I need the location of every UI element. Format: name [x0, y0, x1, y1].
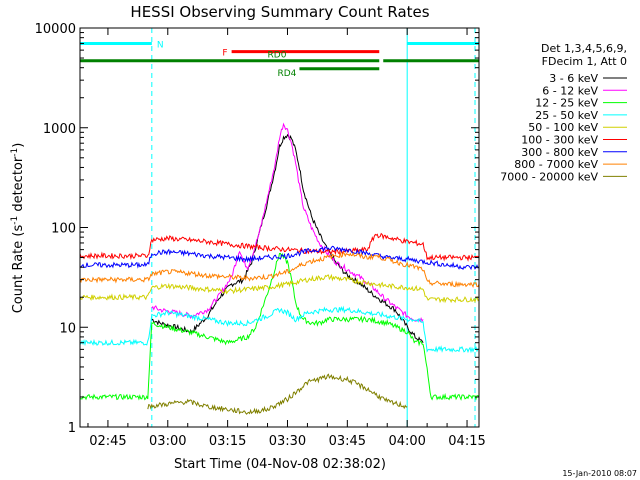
legend: Det 1,3,4,5,6,9,FDecim 1, Att 0 3 - 6 keV…	[500, 42, 627, 183]
y-tick-label: 10	[59, 321, 76, 336]
x-tick-label: 03:30	[269, 434, 306, 449]
x-tick-label: 03:15	[209, 434, 246, 449]
x-tick-label: 03:45	[329, 434, 366, 449]
x-tick-label: 02:45	[89, 434, 126, 449]
legend-label: 3 - 6 keV	[549, 72, 598, 85]
chart-title: HESSI Observing Summary Count Rates	[130, 3, 429, 21]
timestamp: 15-Jan-2010 08:07	[562, 469, 637, 478]
series-line-2	[79, 252, 480, 401]
state-bar-label-f: F	[222, 49, 227, 59]
legend-label: 100 - 300 keV	[521, 134, 598, 147]
y-tick-label: 1000	[43, 122, 76, 137]
legend-label: 12 - 25 keV	[535, 97, 598, 110]
y-axis-label: Count Rate (s-1 detector-1)	[10, 143, 26, 314]
y-tick-label: 1	[68, 421, 76, 436]
state-bar-label-rd4: RD4	[277, 69, 296, 79]
series-line-0	[151, 133, 424, 343]
plot-frame	[79, 27, 480, 428]
series-line-6	[79, 245, 480, 271]
series-line-4	[79, 273, 480, 304]
state-bar-label-rd0: RD0	[268, 51, 287, 61]
legend-label: 25 - 50 keV	[535, 109, 598, 122]
legend-label: 50 - 100 keV	[528, 121, 598, 134]
y-tick-label: 10000	[35, 22, 76, 37]
series-line-7	[79, 251, 480, 288]
x-axis-label: Start Time (04-Nov-08 02:38:02)	[174, 457, 386, 472]
legend-label: 800 - 7000 keV	[514, 158, 598, 171]
series-line-8	[147, 373, 408, 415]
legend-header: Det 1,3,4,5,6,9,	[541, 42, 627, 55]
legend-label: 7000 - 20000 keV	[500, 170, 598, 183]
legend-label: 300 - 800 keV	[521, 146, 598, 159]
x-tick-label: 04:15	[448, 434, 485, 449]
legend-label: 6 - 12 keV	[542, 84, 598, 97]
series-line-5	[79, 232, 480, 262]
series-line-3	[79, 305, 480, 354]
x-tick-label: 03:00	[149, 434, 186, 449]
legend-header: FDecim 1, Att 0	[542, 55, 627, 68]
state-bar-label-n: N	[157, 40, 164, 50]
series-line-1	[151, 122, 424, 323]
y-tick-label: 100	[51, 222, 76, 237]
x-tick-label: 04:00	[388, 434, 425, 449]
